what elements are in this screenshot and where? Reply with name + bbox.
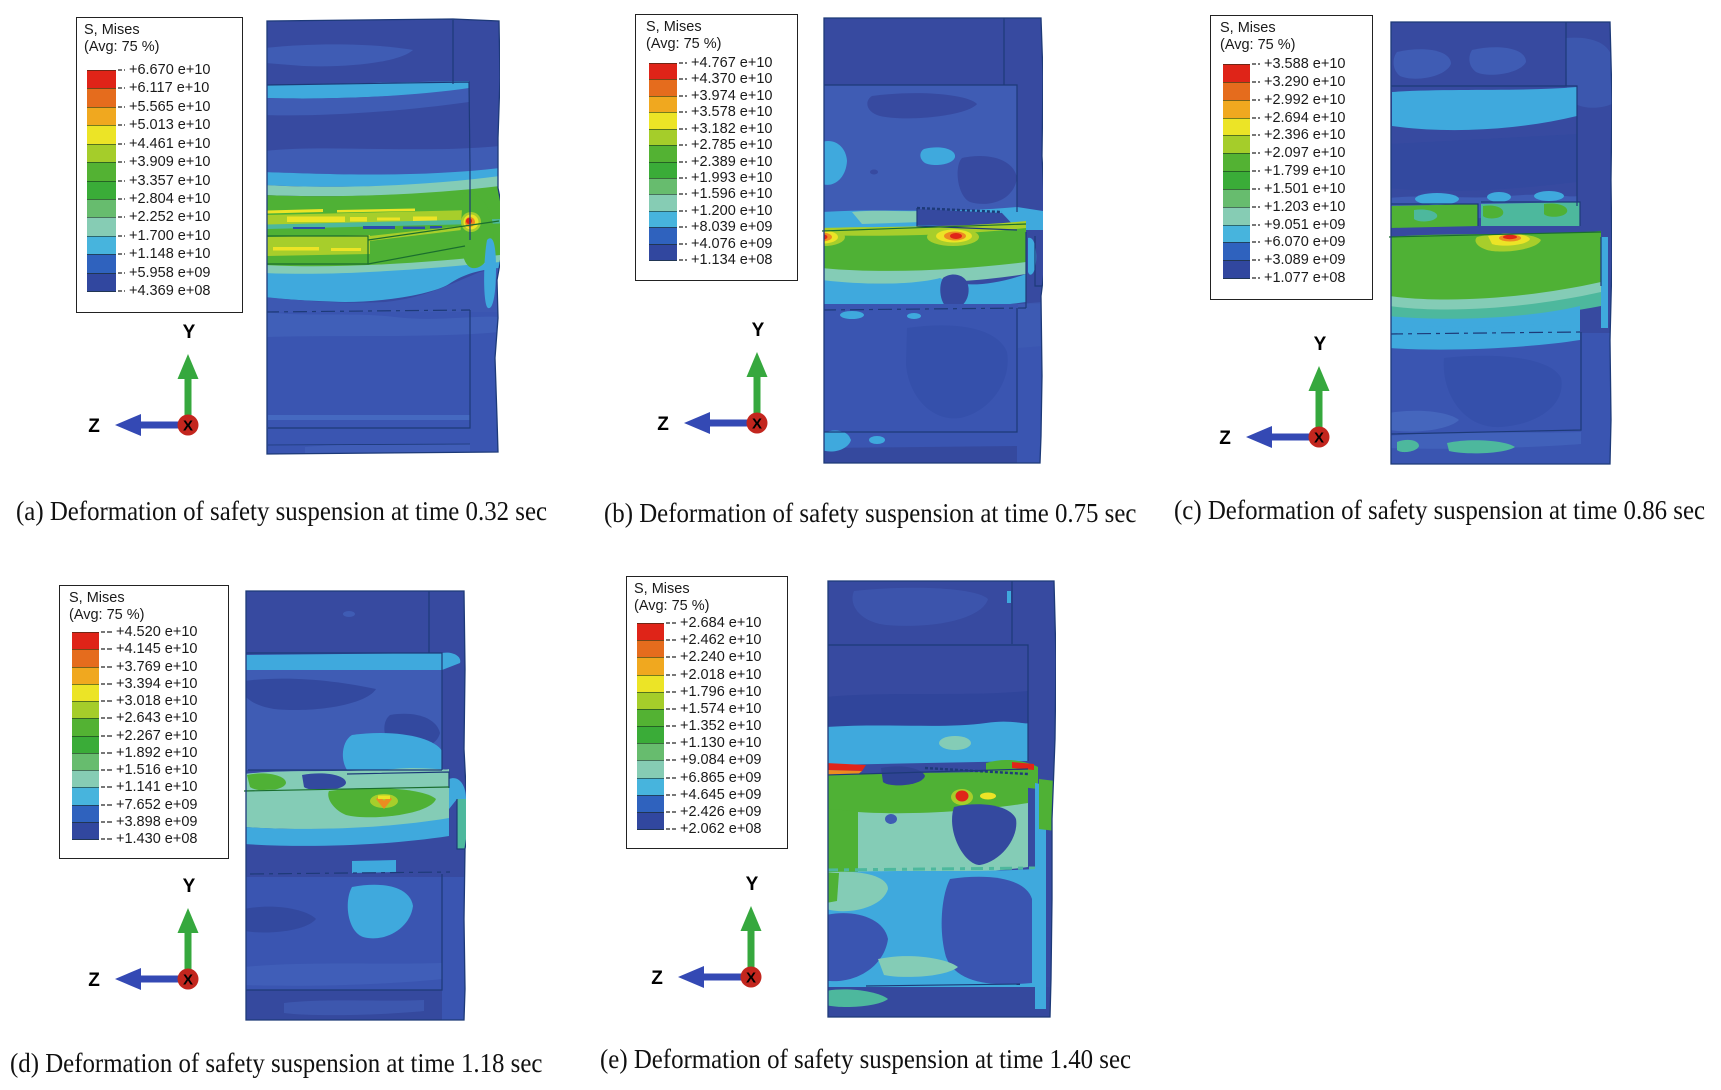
svg-text:X: X (183, 972, 193, 989)
svg-text:Z: Z (88, 970, 100, 991)
svg-text:X: X (1314, 430, 1324, 447)
svg-text:X: X (183, 418, 193, 435)
svg-text:Y: Y (752, 320, 765, 341)
svg-text:Z: Z (651, 968, 663, 989)
svg-text:X: X (752, 416, 762, 433)
svg-text:Y: Y (746, 874, 759, 895)
svg-text:Y: Y (183, 876, 196, 897)
svg-text:Z: Z (1219, 428, 1231, 449)
svg-text:Y: Y (183, 322, 196, 343)
svg-text:Y: Y (1314, 334, 1327, 355)
svg-text:Z: Z (657, 414, 669, 435)
svg-text:Z: Z (88, 416, 100, 437)
svg-text:X: X (746, 970, 756, 987)
